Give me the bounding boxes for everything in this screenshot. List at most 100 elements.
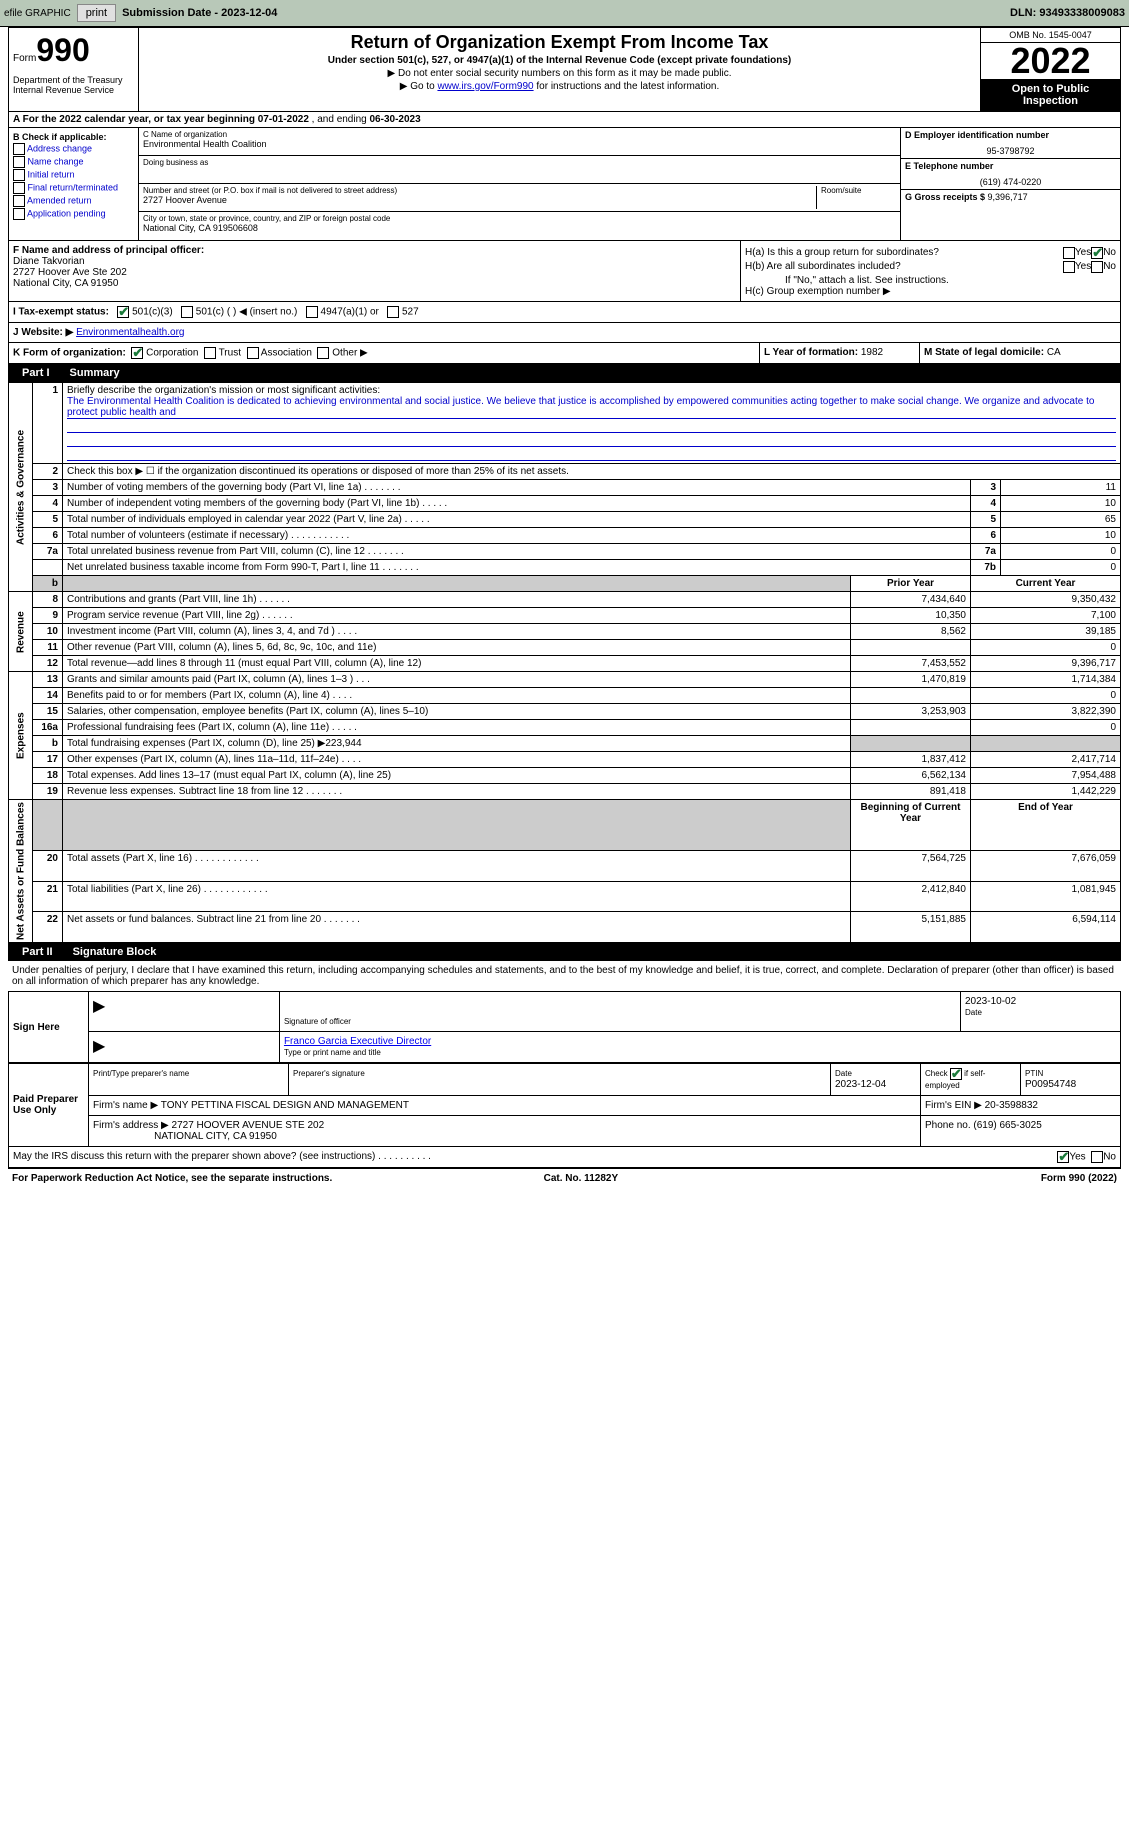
line-5-val: 65 [1001, 512, 1121, 528]
col-c: C Name of organizationEnvironmental Heal… [139, 128, 900, 240]
line-11-prior [851, 640, 971, 656]
line-14-prior [851, 688, 971, 704]
line-16a-prior [851, 720, 971, 736]
line-19-curr: 1,442,229 [971, 784, 1121, 800]
line-12-curr: 9,396,717 [971, 656, 1121, 672]
line-6-val: 10 [1001, 528, 1121, 544]
irs-link[interactable]: www.irs.gov/Form990 [437, 81, 533, 92]
line-20-prior: 7,564,725 [851, 851, 971, 882]
footer-left: For Paperwork Reduction Act Notice, see … [12, 1173, 332, 1184]
officer-name-link[interactable]: Franco Garcia Executive Director [284, 1036, 431, 1047]
org-name: Environmental Health Coalition [143, 139, 896, 149]
row-k: K Form of organization: Corporation Trus… [9, 343, 760, 363]
footer-right: Form 990 (2022) [1041, 1173, 1117, 1184]
firm-addr1: 2727 HOOVER AVENUE STE 202 [172, 1120, 325, 1131]
line-18-prior: 6,562,134 [851, 768, 971, 784]
col-b-header: B Check if applicable: [13, 132, 107, 142]
line-10-prior: 8,562 [851, 624, 971, 640]
line-4-val: 10 [1001, 496, 1121, 512]
row-i: I Tax-exempt status: 501(c)(3) 501(c) ( … [8, 302, 1121, 323]
sign-date: 2023-10-02 [965, 996, 1116, 1007]
section-revenue: Revenue [9, 592, 33, 672]
checkbox-hb-yes[interactable] [1063, 261, 1075, 273]
efile-label: efile GRAPHIC [4, 8, 71, 19]
checkbox-corp[interactable] [131, 347, 143, 359]
row-l: L Year of formation: 1982 [760, 343, 920, 363]
declaration-text: Under penalties of perjury, I declare th… [8, 961, 1121, 991]
line-11-curr: 0 [971, 640, 1121, 656]
officer-name: Diane Takvorian [13, 256, 85, 267]
preparer-date: 2023-12-04 [835, 1079, 886, 1090]
checkbox-other[interactable] [317, 347, 329, 359]
line-8-prior: 7,434,640 [851, 592, 971, 608]
line-15-prior: 3,253,903 [851, 704, 971, 720]
line-22-prior: 5,151,885 [851, 912, 971, 943]
checkbox-address-change[interactable] [13, 143, 25, 155]
firm-ein: 20-3598832 [985, 1100, 1038, 1111]
checkbox-ha-no[interactable] [1091, 247, 1103, 259]
form-number: 990 [36, 32, 89, 68]
checkbox-discuss-no[interactable] [1091, 1151, 1103, 1163]
line-20-curr: 7,676,059 [971, 851, 1121, 882]
checkbox-501c3[interactable] [117, 306, 129, 318]
discuss-row: May the IRS discuss this return with the… [8, 1147, 1121, 1168]
checkbox-discuss-yes[interactable] [1057, 1151, 1069, 1163]
dept-label: Department of the Treasury Internal Reve… [13, 75, 134, 95]
firm-name: TONY PETTINA FISCAL DESIGN AND MANAGEMEN… [161, 1100, 409, 1111]
sign-here-table: Sign Here ▶ Signature of officer 2023-10… [8, 991, 1121, 1063]
checkbox-name-change[interactable] [13, 156, 25, 168]
preparer-table: Paid Preparer Use Only Print/Type prepar… [8, 1063, 1121, 1147]
form-prefix: Form [13, 53, 36, 64]
checkbox-ha-yes[interactable] [1063, 247, 1075, 259]
website-link[interactable]: Environmentalhealth.org [76, 327, 184, 338]
col-f: F Name and address of principal officer:… [9, 241, 740, 301]
checkbox-4947[interactable] [306, 306, 318, 318]
checkbox-amended[interactable] [13, 195, 25, 207]
instr-1: ▶ Do not enter social security numbers o… [143, 68, 976, 79]
checkbox-final-return[interactable] [13, 182, 25, 194]
submission-date: Submission Date - 2023-12-04 [122, 7, 277, 19]
line-22-curr: 6,594,114 [971, 912, 1121, 943]
line-13-prior: 1,470,819 [851, 672, 971, 688]
part-2-header: Part II Signature Block [8, 943, 1121, 961]
phone: (619) 474-0220 [905, 177, 1116, 187]
line-13-curr: 1,714,384 [971, 672, 1121, 688]
form-title: Return of Organization Exempt From Incom… [143, 32, 976, 53]
line-9-prior: 10,350 [851, 608, 971, 624]
officer-addr2: National City, CA 91950 [13, 278, 118, 289]
line-7b-val: 0 [1001, 560, 1121, 576]
gross-receipts: 9,396,717 [988, 192, 1028, 202]
checkbox-trust[interactable] [204, 347, 216, 359]
checkbox-527[interactable] [387, 306, 399, 318]
city-state-zip: National City, CA 919506608 [143, 223, 896, 233]
part-1-header: Part I Summary [8, 364, 1121, 382]
line-19-prior: 891,418 [851, 784, 971, 800]
summary-table: Activities & Governance 1 Briefly descri… [8, 382, 1121, 943]
checkbox-self-employed[interactable] [950, 1068, 962, 1080]
line-8-curr: 9,350,432 [971, 592, 1121, 608]
line-9-curr: 7,100 [971, 608, 1121, 624]
checkbox-application-pending[interactable] [13, 208, 25, 220]
ein: 95-3798792 [905, 146, 1116, 156]
row-m: M State of legal domicile: CA [920, 343, 1120, 363]
section-activities: Activities & Governance [9, 383, 33, 592]
section-net-assets: Net Assets or Fund Balances [9, 800, 33, 943]
line-21-prior: 2,412,840 [851, 881, 971, 912]
col-de: D Employer identification number95-37987… [900, 128, 1120, 240]
section-expenses: Expenses [9, 672, 33, 800]
form-subtitle: Under section 501(c), 527, or 4947(a)(1)… [143, 55, 976, 66]
inspection-label: Open to Public Inspection [981, 79, 1120, 111]
firm-phone: (619) 665-3025 [973, 1120, 1041, 1131]
row-a: A For the 2022 calendar year, or tax yea… [8, 112, 1121, 128]
footer-cat: Cat. No. 11282Y [544, 1173, 618, 1184]
instr-2-prefix: ▶ Go to [400, 81, 438, 92]
dln-label: DLN: 93493338009083 [1010, 7, 1125, 19]
checkbox-initial-return[interactable] [13, 169, 25, 181]
ptin: P00954748 [1025, 1079, 1076, 1090]
line-12-prior: 7,453,552 [851, 656, 971, 672]
checkbox-hb-no[interactable] [1091, 261, 1103, 273]
checkbox-501c[interactable] [181, 306, 193, 318]
checkbox-assoc[interactable] [247, 347, 259, 359]
officer-addr1: 2727 Hoover Ave Ste 202 [13, 267, 127, 278]
print-button[interactable]: print [77, 4, 116, 22]
